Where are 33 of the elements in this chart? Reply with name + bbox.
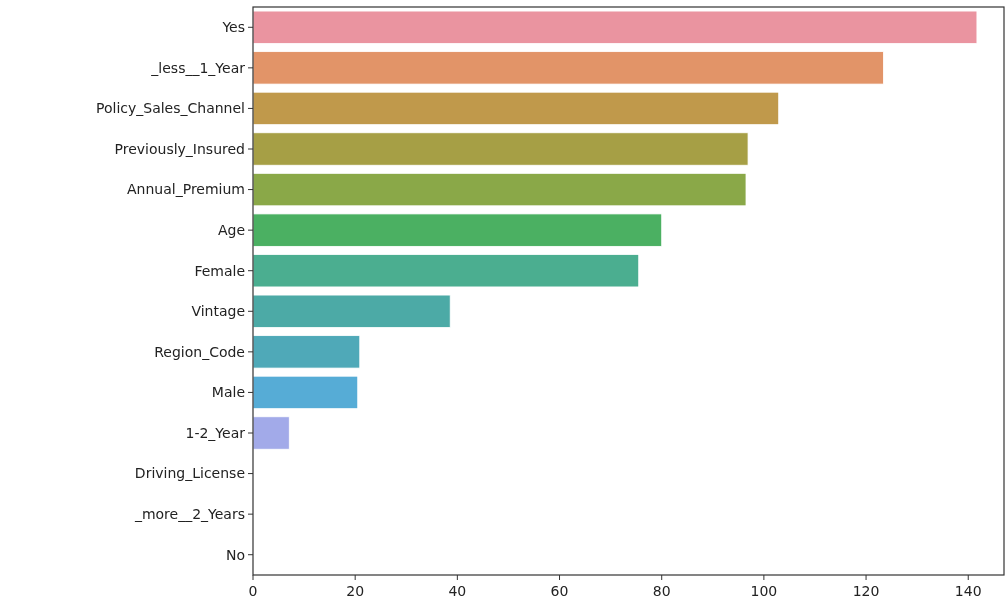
bar [252,132,749,166]
x-tick-label: 100 [750,583,778,599]
y-tick-label: Region_Code [154,343,245,360]
bar [252,91,780,126]
x-tick-label: 60 [550,583,569,599]
bar [252,375,359,410]
x-tick-label: 120 [852,583,880,599]
x-tick-label: 140 [954,583,982,599]
y-tick-label: 1-2_Year [185,424,246,441]
x-tick-label: 0 [248,583,258,599]
bar [252,51,884,85]
bar [252,254,640,288]
y-tick-label: Annual_Premium [127,181,245,198]
y-tick-label: Vintage [191,303,245,320]
x-tick-label: 40 [448,583,467,599]
bar [252,10,978,44]
bar [252,172,747,207]
y-tick-label: Male [211,384,245,401]
bar [252,335,361,369]
x-tick-label: 20 [346,583,365,599]
y-tick-label: No [225,546,245,563]
y-tick-label: Driving_License [134,465,245,482]
bar [252,213,663,247]
y-tick-label: _less__1_Year [150,59,246,76]
x-tick-label: 80 [652,583,671,599]
y-tick-label: Age [217,222,245,239]
bar [252,294,451,328]
y-tick-label: Previously_Insured [114,140,245,157]
y-tick-label: Yes [221,19,245,36]
y-tick-label: Policy_Sales_Channel [95,100,245,117]
y-tick-label: Female [194,262,245,279]
y-tick-label: _more__2_Years [133,506,245,523]
bar [252,416,290,450]
